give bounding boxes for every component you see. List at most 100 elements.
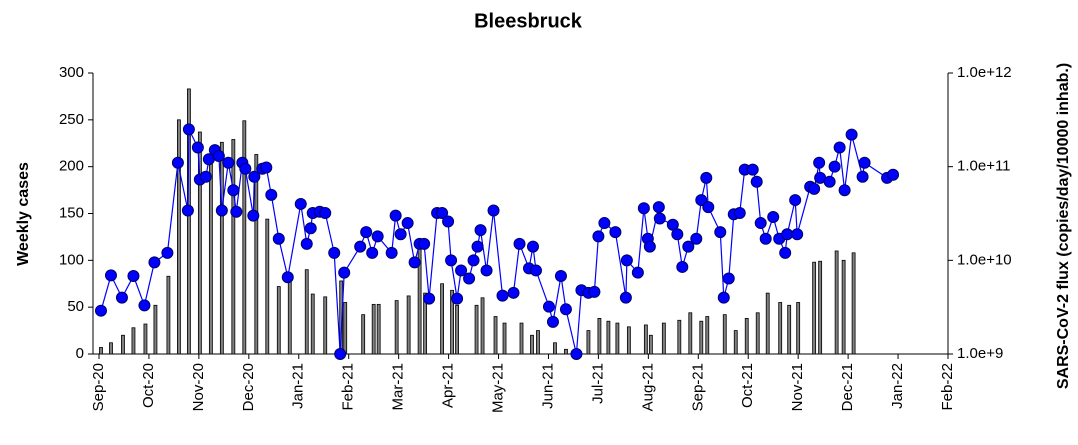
x-tick-label: Mar-21 — [390, 363, 407, 411]
bar — [371, 303, 376, 355]
flux-marker — [529, 264, 542, 277]
flux-marker — [507, 286, 520, 299]
x-tick-label: Sep-21 — [689, 363, 706, 411]
x-tick-label: Feb-21 — [340, 363, 357, 411]
bar — [648, 334, 653, 355]
bar — [841, 259, 846, 355]
flux-marker — [191, 141, 204, 154]
flux-marker — [887, 168, 900, 181]
bar — [677, 319, 682, 355]
bar — [440, 283, 444, 355]
flux-marker — [199, 170, 212, 183]
bar — [851, 252, 856, 355]
flux-marker — [791, 228, 804, 241]
y-tick-label: 50 — [67, 298, 84, 315]
x-tick-label: Dec-21 — [839, 363, 856, 411]
flux-marker — [823, 175, 836, 188]
flux-marker — [423, 292, 436, 305]
flux-marker — [746, 163, 759, 176]
bar — [765, 292, 770, 355]
flux-marker — [858, 156, 871, 169]
flux-marker — [671, 228, 684, 241]
flux-marker — [272, 232, 285, 245]
bar — [99, 347, 103, 355]
flux-marker — [161, 246, 174, 259]
bar — [231, 139, 236, 355]
flux-marker — [148, 256, 161, 269]
bar — [406, 295, 411, 355]
flux-marker — [467, 254, 480, 267]
flux-marker — [222, 156, 235, 169]
flux-marker — [338, 266, 351, 279]
chart-title: Bleesbruck — [474, 10, 583, 32]
bar — [480, 297, 485, 355]
flux-marker — [631, 266, 644, 279]
y2-tick-label: 1.0e+9 — [957, 345, 1003, 362]
flux-marker — [127, 270, 140, 283]
flux-marker — [813, 156, 826, 169]
flux-marker — [230, 205, 243, 218]
y-tick-label: 100 — [59, 251, 84, 268]
flux-marker — [588, 285, 601, 298]
flux-marker — [609, 226, 622, 239]
flux-marker — [526, 240, 539, 253]
bar — [586, 330, 591, 355]
flux-marker — [700, 171, 713, 184]
flux-marker — [559, 303, 572, 316]
bar — [661, 322, 666, 355]
flux-marker — [436, 207, 449, 220]
flux-marker — [300, 237, 313, 250]
flux-marker — [418, 237, 431, 250]
bar — [254, 154, 259, 355]
y-tick-label: 250 — [59, 111, 84, 128]
flux-marker — [542, 300, 555, 313]
flux-marker — [570, 348, 583, 360]
flux-marker — [598, 217, 611, 230]
bar — [787, 304, 792, 355]
bar — [186, 88, 191, 355]
bar — [455, 304, 459, 355]
bar — [530, 334, 534, 355]
x-tick-label: Oct-20 — [140, 363, 157, 408]
flux-marker — [856, 170, 869, 183]
bar — [287, 281, 292, 355]
flux-marker — [115, 291, 128, 304]
bar — [423, 292, 428, 355]
flux-marker — [789, 194, 802, 207]
flux-marker — [334, 348, 347, 360]
flux-marker — [394, 228, 407, 241]
y2-tick-label: 1.0e+10 — [957, 251, 1012, 268]
flux-marker — [463, 272, 476, 285]
flux-marker — [781, 228, 794, 241]
flux-marker — [833, 141, 846, 154]
x-tick-label: Oct-21 — [739, 363, 756, 408]
bar — [502, 322, 507, 355]
flux-marker — [643, 240, 656, 253]
bar — [564, 348, 568, 355]
flux-marker — [471, 240, 484, 253]
flux-marker — [496, 289, 509, 302]
flux-marker — [695, 194, 708, 207]
flux-marker — [445, 254, 458, 267]
bar — [778, 302, 783, 355]
flux-marker — [666, 218, 679, 231]
bar — [755, 312, 760, 355]
flux-marker — [487, 204, 500, 217]
flux-marker — [828, 160, 841, 173]
bar — [705, 316, 710, 355]
flux-marker — [281, 271, 294, 284]
x-tick-label: Sep-20 — [90, 363, 107, 411]
flux-marker — [474, 224, 487, 237]
flux-marker — [554, 270, 567, 283]
flux-marker — [620, 254, 633, 267]
flux-marker — [513, 237, 526, 250]
flux-marker — [455, 264, 468, 277]
flux-marker — [808, 182, 821, 195]
bar — [606, 320, 611, 355]
bar — [818, 260, 823, 355]
flux-marker — [294, 197, 307, 210]
flux-marker — [94, 304, 107, 317]
bar — [812, 261, 817, 355]
flux-marker — [319, 207, 332, 220]
